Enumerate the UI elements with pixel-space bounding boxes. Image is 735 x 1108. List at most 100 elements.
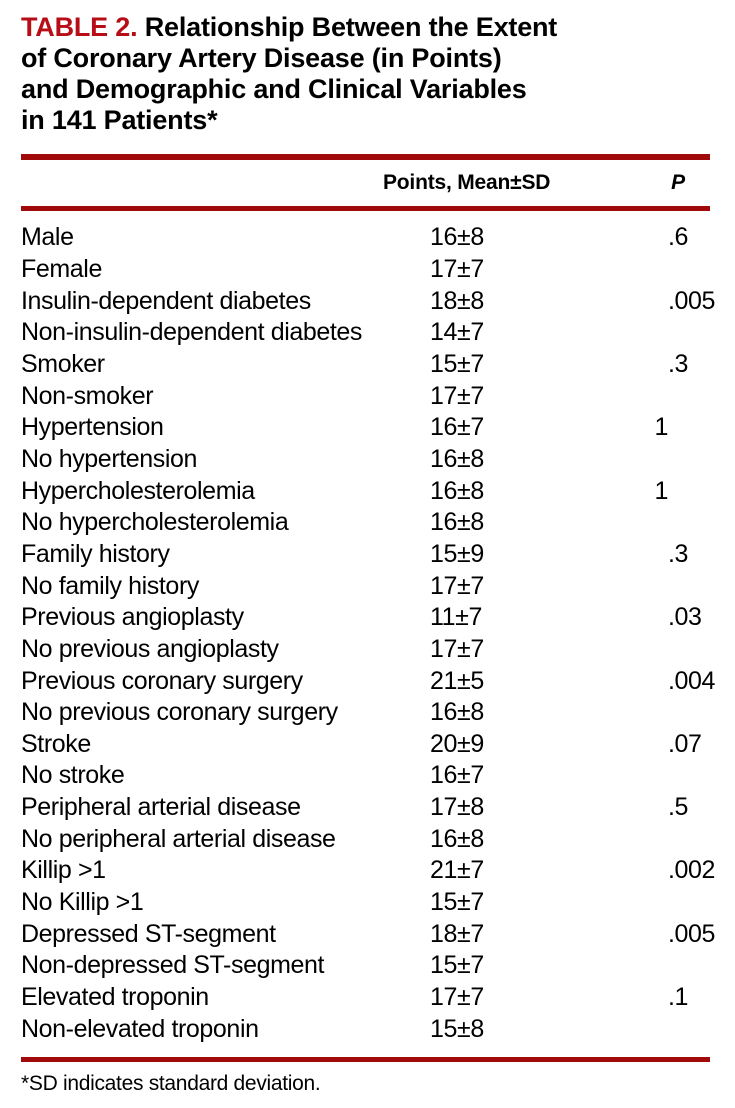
p-value-integer: 1	[654, 476, 668, 505]
points-value: 21±5	[430, 666, 484, 695]
column-header-p: P	[671, 171, 685, 194]
table-row: Stroke 20±9 .07	[21, 729, 710, 761]
table-row: Previous angioplasty 11±7 .03	[21, 602, 710, 634]
title-tag: TABLE 2.	[21, 12, 138, 42]
p-value	[646, 508, 710, 537]
row-label: Peripheral arterial disease	[21, 793, 301, 822]
row-label: Non-depressed ST-segment	[21, 951, 325, 980]
p-value-fraction: .5	[668, 793, 689, 822]
p-value-fraction: .6	[668, 223, 689, 252]
footnote: *SD indicates standard deviation.	[21, 1072, 321, 1096]
p-value	[646, 318, 710, 347]
row-label: Male	[21, 223, 74, 252]
p-value-fraction: .005	[668, 286, 716, 315]
title-line-2: of Coronary Artery Disease (in Points)	[21, 43, 502, 73]
table-row: No hypercholesterolemia 16±8	[21, 507, 710, 539]
row-label: No hypercholesterolemia	[21, 508, 289, 537]
table-row: Smoker 15±7 .3	[21, 349, 710, 381]
row-label: No stroke	[21, 761, 125, 790]
table-row: Insulin-dependent diabetes 18±8 .005	[21, 285, 715, 317]
row-label: Non-elevated troponin	[21, 1014, 259, 1043]
points-value: 18±7	[430, 919, 484, 948]
p-value	[646, 382, 710, 411]
p-value-fraction: .005	[668, 919, 716, 948]
p-value-fraction: .002	[668, 856, 716, 885]
points-value: 16±8	[430, 824, 484, 853]
points-value: 16±8	[430, 508, 484, 537]
row-label: Smoker	[21, 349, 105, 378]
row-label: No hypertension	[21, 444, 198, 473]
p-value: 1	[646, 413, 710, 442]
p-value: .3	[646, 540, 710, 569]
title-line-1: Relationship Between the Extent	[144, 12, 558, 42]
table-row: No previous coronary surgery 16±8	[21, 697, 710, 729]
points-value: 16±8	[430, 476, 484, 505]
row-label: Killip >1	[21, 856, 106, 885]
points-value: 15±7	[430, 888, 484, 917]
p-value	[646, 1015, 710, 1044]
table-row: Depressed ST-segment 18±7 .005	[21, 918, 715, 950]
p-value-fraction: .1	[668, 983, 689, 1012]
title-line-4: in 141 Patients*	[21, 105, 218, 135]
table-row: Killip >1 21±7 .002	[21, 855, 715, 887]
row-label: Previous coronary surgery	[21, 666, 303, 695]
p-value: .5	[646, 793, 710, 822]
title-line-3: and Demographic and Clinical Variables	[21, 74, 527, 104]
points-value: 17±7	[430, 634, 484, 663]
row-label: No Killip >1	[21, 888, 144, 917]
points-value: 17±8	[430, 793, 484, 822]
table-row: Peripheral arterial disease 17±8 .5	[21, 792, 710, 824]
p-value: .005	[646, 920, 715, 949]
points-value: 14±7	[430, 318, 484, 347]
p-value-integer: 1	[654, 413, 668, 442]
points-value: 17±7	[430, 381, 484, 410]
table-row: No family history 17±7	[21, 570, 710, 602]
p-value	[646, 825, 710, 854]
p-value	[646, 888, 710, 917]
points-value: 16±8	[430, 444, 484, 473]
p-value	[646, 635, 710, 664]
table-row: Family history 15±9 .3	[21, 539, 710, 571]
row-label: Hypertension	[21, 413, 164, 442]
p-value-fraction: .004	[668, 666, 716, 695]
points-value: 16±8	[430, 698, 484, 727]
row-label: Family history	[21, 539, 170, 568]
table-row: No peripheral arterial disease 16±8	[21, 823, 710, 855]
table-row: Hypertension 16±7 1	[21, 412, 710, 444]
points-value: 21±7	[430, 856, 484, 885]
table-row: No Killip >1 15±7	[21, 887, 710, 919]
p-value-fraction: .3	[668, 539, 689, 568]
table-row: No previous angioplasty 17±7	[21, 634, 710, 666]
points-value: 16±7	[430, 761, 484, 790]
p-value: .1	[646, 983, 710, 1012]
p-value	[646, 698, 710, 727]
p-value: .004	[646, 667, 715, 696]
row-label: Insulin-dependent diabetes	[21, 286, 311, 315]
table-row: Non-insulin-dependent diabetes 14±7	[21, 317, 710, 349]
row-label: No previous coronary surgery	[21, 698, 338, 727]
column-header-points: Points, Mean±SD	[383, 171, 551, 194]
table-rows: Male 16±8.6 Female 17±7 Insulin-dependent di…	[21, 222, 715, 1045]
points-value: 16±7	[430, 413, 484, 442]
top-rule	[21, 154, 710, 160]
table-row: Non-depressed ST-segment 15±7	[21, 950, 710, 982]
table-row: Hypercholesterolemia 16±8 1	[21, 475, 710, 507]
table-row: No hypertension 16±8	[21, 444, 710, 476]
row-label: No previous angioplasty	[21, 634, 279, 663]
title-line: TABLE 2. Relationship Between the Extent	[21, 12, 710, 43]
p-value: .6	[646, 223, 710, 252]
p-value	[646, 572, 710, 601]
row-label: Non-smoker	[21, 381, 154, 410]
table-row: Male 16±8 .6	[21, 222, 710, 254]
row-label: Female	[21, 254, 102, 283]
p-value	[646, 255, 710, 284]
row-label: No peripheral arterial disease	[21, 824, 336, 853]
table-row: Non-elevated troponin 15±8	[21, 1013, 710, 1045]
p-value-fraction: .3	[668, 349, 689, 378]
p-value	[646, 761, 710, 790]
p-value	[646, 951, 710, 980]
row-label: No family history	[21, 571, 199, 600]
points-value: 15±7	[430, 951, 484, 980]
points-value: 15±8	[430, 1014, 484, 1043]
